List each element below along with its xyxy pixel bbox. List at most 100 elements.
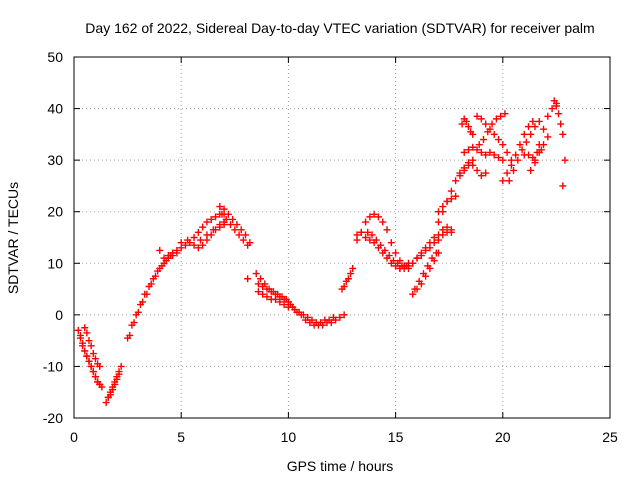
data-point — [85, 337, 93, 345]
data-point — [535, 148, 543, 156]
data-point — [252, 270, 260, 278]
data-point — [109, 386, 117, 394]
data-point — [389, 257, 397, 265]
data-point — [81, 324, 89, 332]
data-point — [525, 151, 533, 159]
data-point — [499, 156, 507, 164]
y-tick-label: 30 — [47, 152, 63, 168]
x-tick-label: 10 — [281, 429, 297, 445]
data-point — [91, 355, 99, 363]
series-arc-j — [194, 221, 228, 252]
data-point — [254, 280, 262, 288]
data-point — [544, 133, 552, 141]
data-point — [156, 246, 164, 254]
data-point — [263, 293, 271, 301]
data-point — [276, 298, 284, 306]
data-point — [469, 161, 477, 169]
data-point — [477, 148, 485, 156]
data-point — [194, 228, 202, 236]
data-point — [151, 272, 159, 280]
data-point — [293, 308, 301, 316]
data-point — [87, 362, 95, 370]
data-point — [83, 329, 91, 337]
y-tick-label: 40 — [47, 101, 63, 117]
data-point — [147, 280, 155, 288]
data-point — [87, 342, 95, 350]
data-point — [501, 110, 509, 118]
x-tick-label: 0 — [70, 429, 78, 445]
data-point — [220, 205, 228, 213]
data-point — [559, 130, 567, 138]
series-arc-an — [559, 182, 567, 190]
data-point — [164, 252, 172, 260]
data-point — [518, 146, 526, 154]
y-tick-label: 10 — [47, 255, 63, 271]
data-point — [259, 290, 267, 298]
data-point — [76, 331, 84, 339]
data-point — [409, 290, 417, 298]
data-point — [503, 148, 511, 156]
data-point — [462, 117, 470, 125]
series-arc-c — [81, 324, 104, 370]
data-point — [336, 313, 344, 321]
data-point — [497, 112, 505, 120]
data-point — [160, 254, 168, 262]
data-point — [443, 223, 451, 231]
data-point — [203, 218, 211, 226]
series-arc-p — [254, 288, 292, 311]
data-point — [525, 123, 533, 131]
data-point — [366, 236, 374, 244]
series-arc-l — [218, 210, 252, 249]
data-point — [196, 236, 204, 244]
data-point — [372, 236, 380, 244]
data-point — [512, 151, 520, 159]
data-points — [74, 97, 569, 407]
series-arc-ae — [460, 143, 507, 164]
data-point — [522, 138, 530, 146]
series-arc-am — [550, 97, 569, 164]
data-point — [244, 275, 252, 283]
series-arc-x — [404, 223, 455, 270]
data-point — [364, 228, 372, 236]
series-arc-f — [124, 252, 174, 342]
series-arc-ac — [456, 159, 490, 180]
data-point — [434, 218, 442, 226]
data-point — [460, 164, 468, 172]
data-point — [411, 285, 419, 293]
data-point — [117, 362, 125, 370]
data-point — [561, 156, 569, 164]
data-point — [102, 399, 110, 407]
data-point — [409, 259, 417, 267]
data-point — [503, 169, 511, 177]
x-axis-label: GPS time / hours — [287, 458, 394, 474]
data-point — [207, 215, 215, 223]
series-arc-ak — [527, 133, 552, 174]
data-point — [233, 221, 241, 229]
data-point — [244, 241, 252, 249]
data-point — [212, 213, 220, 221]
data-point — [443, 197, 451, 205]
data-point — [447, 195, 455, 203]
data-point — [347, 270, 355, 278]
data-point — [370, 210, 378, 218]
series-arc-m — [244, 275, 252, 283]
series-arc-ad — [458, 115, 477, 138]
data-point — [417, 249, 425, 257]
data-point — [505, 177, 513, 185]
x-tick-label: 5 — [177, 429, 185, 445]
series-arc-h — [156, 210, 228, 262]
data-point — [527, 166, 535, 174]
data-point — [362, 234, 370, 241]
data-point — [464, 159, 472, 167]
series-arc-e — [104, 370, 123, 401]
data-point — [239, 236, 247, 244]
data-point — [452, 177, 460, 185]
y-tick-label: 20 — [47, 204, 63, 220]
data-point — [222, 215, 230, 223]
data-point — [422, 244, 430, 252]
data-point — [439, 208, 447, 216]
data-point — [535, 141, 543, 149]
data-point — [432, 249, 440, 257]
series-arc-t — [353, 210, 412, 272]
data-point — [447, 228, 455, 236]
